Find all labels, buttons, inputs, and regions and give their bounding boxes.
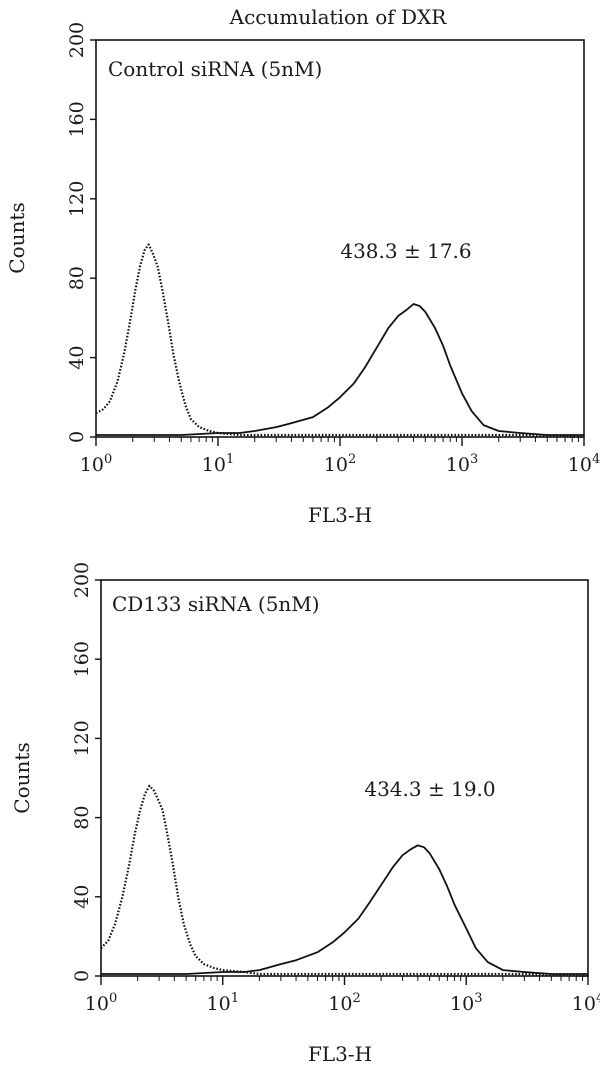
figure-title: Accumulation of DXR <box>229 5 448 29</box>
x-axis-label: FL3-H <box>308 1042 372 1066</box>
y-tick-label: 200 <box>66 22 88 58</box>
mean-annotation: 434.3 ± 19.0 <box>364 777 495 801</box>
y-tick-label: 160 <box>66 101 88 137</box>
y-tick-label: 200 <box>71 562 93 598</box>
series-solid-histogram <box>96 303 584 436</box>
plot-frame <box>100 579 589 977</box>
x-tick-label: 101 <box>202 452 234 476</box>
y-tick-label: 80 <box>71 806 93 830</box>
y-tick-label: 40 <box>71 885 93 909</box>
series-layer <box>95 243 585 439</box>
panel-label: CD133 siRNA (5nM) <box>112 592 320 616</box>
x-tick-label: 102 <box>328 991 360 1015</box>
x-tick-label: 101 <box>207 991 239 1015</box>
x-tick-label: 102 <box>324 452 356 476</box>
y-tick-label: 0 <box>66 431 88 443</box>
y-axis-label: Counts <box>5 202 29 273</box>
y-tick-label: 80 <box>66 266 88 290</box>
x-tick-label: 104 <box>572 991 600 1015</box>
y-tick-label: 0 <box>71 970 93 982</box>
x-axis-label: FL3-H <box>308 503 372 527</box>
y-tick-label: 120 <box>66 181 88 217</box>
x-tick-label: 103 <box>450 991 482 1015</box>
series-dotted-histogram <box>95 243 585 439</box>
y-tick-label: 40 <box>66 346 88 370</box>
x-tick-label: 104 <box>568 452 600 476</box>
axis-ticks: 0 40 80 120 160 200 100 101 102 103 104 <box>71 562 600 1015</box>
panel-label: Control siRNA (5nM) <box>108 57 322 81</box>
series-layer <box>100 784 589 978</box>
mean-annotation: 438.3 ± 17.6 <box>340 239 471 263</box>
axis-ticks: 0 40 80 120 160 200 100 101 102 103 104 <box>66 22 600 476</box>
series-dotted-histogram <box>100 784 589 978</box>
x-tick-label: 100 <box>80 452 112 476</box>
histogram-panel-cd133: CD133 siRNA (5nM) 434.3 ± 19.0 FL3-H Cou… <box>10 562 600 1066</box>
y-tick-label: 160 <box>71 641 93 677</box>
series-solid-histogram <box>101 844 588 975</box>
x-tick-label: 103 <box>446 452 478 476</box>
y-axis-label: Counts <box>10 742 34 813</box>
histogram-panel-control: Control siRNA (5nM) 438.3 ± 17.6 FL3-H C… <box>5 22 600 527</box>
y-tick-label: 120 <box>71 720 93 756</box>
x-tick-label: 100 <box>85 991 117 1015</box>
